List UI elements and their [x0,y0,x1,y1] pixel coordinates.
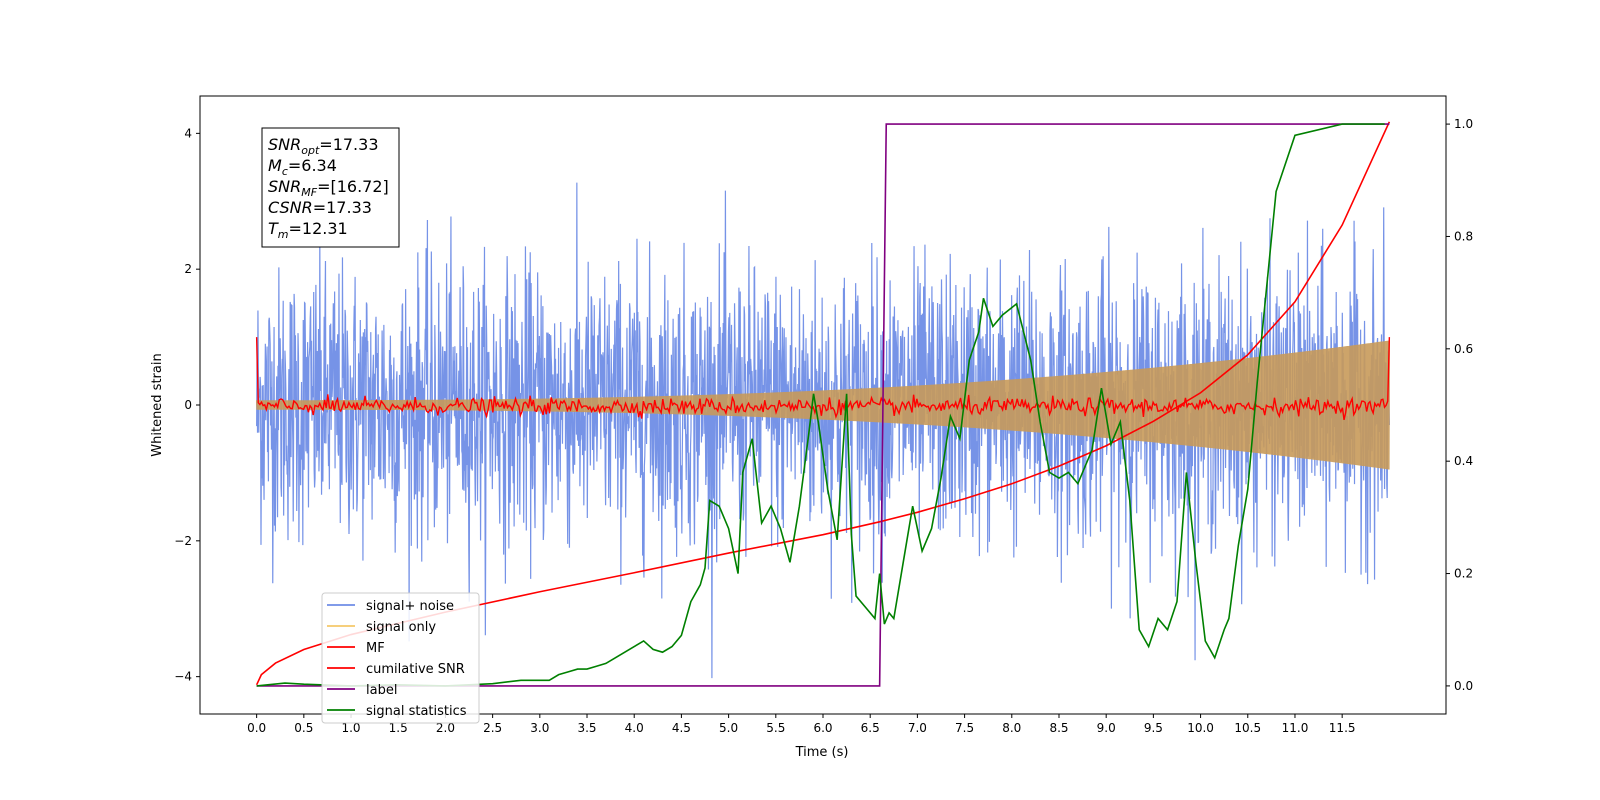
y-axis-label: Whitened strain [150,353,165,456]
annotation-line: Tm=12.31 [268,219,348,241]
x-tick-label: 8.5 [1049,721,1068,735]
x-tick-label: 11.0 [1282,721,1309,735]
mf-line [255,337,1391,421]
signal-statistics-line [256,123,1385,687]
x-tick-label: 8.0 [1002,721,1021,735]
annotation-line: SNRMF=[16.72] [268,177,389,199]
y2-tick-label: 1.0 [1454,117,1473,131]
x-axis-label: Time (s) [795,745,849,760]
x-tick-label: 9.0 [1097,721,1116,735]
annotation-line: SNRopt=17.33 [268,135,379,157]
x-tick-label: 2.5 [483,721,502,735]
legend-label: label [366,683,397,698]
legend-label: signal statistics [366,704,467,719]
mf-series [255,337,1391,421]
x-tick-label: 3.0 [530,721,549,735]
x-tick-label: 10.5 [1234,721,1261,735]
y-tick-label: 0 [184,398,192,412]
x-tick-label: 1.5 [389,721,408,735]
x-tick-label: 3.5 [577,721,596,735]
y2-tick-label: 0.8 [1454,229,1473,243]
x-tick-label: 7.0 [908,721,927,735]
y-tick-label: 4 [184,126,192,140]
x-tick-label: 1.0 [341,721,360,735]
x-tick-label: 4.5 [672,721,691,735]
label-line [256,123,1390,687]
x-tick-label: 5.5 [766,721,785,735]
x-tick-label: 11.5 [1329,721,1356,735]
y-tick-label: −4 [174,670,192,684]
x-tick-label: 6.0 [813,721,832,735]
legend-label: cumilative SNR [366,662,465,677]
y2-axis-ticks: 0.0 0.2 0.4 0.6 0.8 1.0 [1446,117,1473,693]
y-tick-label: −2 [174,534,192,548]
x-tick-label: 0.0 [247,721,266,735]
legend: signal+ noise signal only MF cumilative SNR… [321,592,480,724]
x-tick-label: 10.0 [1187,721,1214,735]
y2-tick-label: 0.6 [1454,342,1473,356]
x-tick-label: 2.0 [436,721,455,735]
x-tick-label: 4.0 [625,721,644,735]
signal-only-line [255,340,1391,470]
parameter-annotation-box: SNRopt=17.33Mc=6.34SNRMF=[16.72]CSNR=17.… [261,127,400,248]
x-tick-label: 9.5 [1144,721,1163,735]
x-tick-label: 5.0 [719,721,738,735]
legend-label: signal only [366,620,436,635]
legend-label: MF [366,641,385,656]
annotation-line: CSNR=17.33 [268,198,372,217]
y-tick-label: 2 [184,262,192,276]
legend-frame [321,592,480,724]
annotation-frame [261,127,400,248]
y2-tick-label: 0.0 [1454,679,1473,693]
x-tick-label: 0.5 [294,721,313,735]
x-tick-label: 7.5 [955,721,974,735]
y2-tick-label: 0.4 [1454,454,1473,468]
x-tick-label: 6.5 [861,721,880,735]
y-axis-ticks: −4 −2 0 2 4 [174,126,200,684]
annotation-line: Mc=6.34 [268,156,337,178]
y2-tick-label: 0.2 [1454,567,1473,581]
x-axis-ticks: 0.0 0.5 1.0 1.5 2.0 2.5 3.0 3.5 4.0 4.5 5.0 5.5 6.0 6… [247,714,1356,735]
signal-only-series [255,340,1391,470]
legend-label: signal+ noise [366,599,454,614]
